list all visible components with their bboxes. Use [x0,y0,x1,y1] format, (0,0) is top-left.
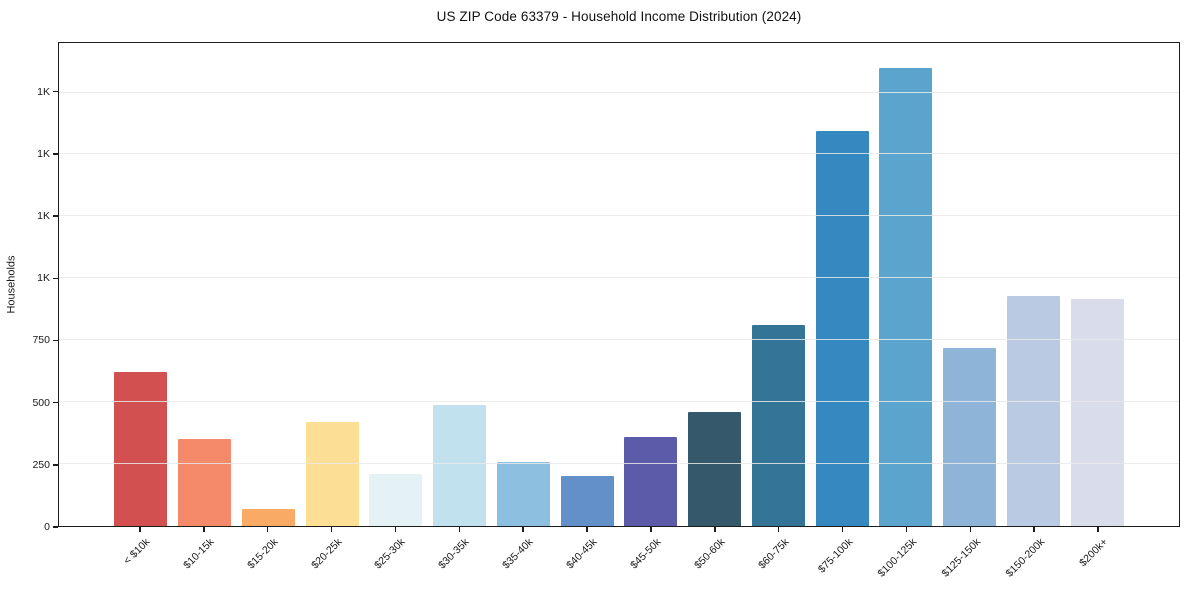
bar-slot [874,43,938,526]
bar-$60-75k [751,325,805,526]
y-tick-label: 750 [32,334,50,347]
y-tick-mark [53,153,58,155]
plot-area [58,42,1180,527]
x-tick-mark [841,527,844,532]
bars-container [59,43,1179,526]
x-tick-label: $10-15k [180,536,217,572]
x-tick-label: $35-40k [500,536,536,572]
bar-$125-150k [943,347,997,526]
bar-$35-40k [496,461,550,526]
y-tick-label: 1K [37,210,50,223]
x-tick-mark [139,527,141,532]
y-tick-label: 1K [37,272,50,285]
x-tick-mark [266,527,269,532]
x-tick-label: $60-75k [755,536,792,572]
y-tick-mark [53,215,58,217]
x-tick-label: $100-125k [875,536,919,580]
x-tick-mark [394,527,397,532]
bar-$50-60k [688,412,742,526]
x-tick-label: $40-45k [564,536,600,572]
bar-$10-15k [178,439,232,526]
y-tick-mark [53,464,58,466]
bar-$150-200k [1006,295,1060,526]
x-tick-label: $20-25k [308,536,345,572]
x-tick-mark [650,527,652,532]
y-tick-mark [53,90,58,93]
bar-slot [683,43,747,526]
bar-slot [1002,43,1066,526]
bar-$45-50k [624,436,678,526]
y-tick-mark [53,277,58,280]
y-tick-label: 1K [37,85,50,98]
bar-$15-20k [241,508,295,526]
x-tick-label: $45-50k [628,536,664,572]
x-tick-mark [905,527,908,532]
bar-slot [237,43,301,526]
bar-slot [555,43,619,526]
x-tick-label: $125-150k [939,536,983,580]
bar-slot [1065,43,1129,526]
chart-title: US ZIP Code 63379 - Household Income Dis… [436,9,802,24]
bar-slot [619,43,683,526]
bar-$30-35k [433,404,487,526]
bar-$20-25k [305,421,359,526]
x-tick-mark [1097,527,1099,532]
y-axis-label: Households [5,255,18,314]
bar-slot [428,43,492,526]
bar-slot [747,43,811,526]
bar-slot [109,43,173,526]
x-tick-mark [586,527,588,532]
x-tick-label: $30-35k [436,536,472,572]
bar-slot [173,43,237,526]
x-tick-mark [1033,527,1035,532]
y-tick-mark [53,526,58,528]
bar-$40-45k [560,476,614,526]
x-tick-mark [203,527,205,532]
x-tick-label: $150-200k [1003,536,1047,580]
x-tick-label: $25-30k [372,536,408,572]
bar-slot [364,43,428,526]
bar-slot [492,43,556,526]
y-tick-label: 1K [37,147,50,160]
bar-< $10k [114,372,168,526]
x-tick-mark [714,527,716,532]
y-tick-mark [53,401,58,404]
bar-$75-100k [815,130,869,526]
x-tick-label: $75-100k [815,536,856,576]
x-tick-mark [458,527,461,532]
x-tick-mark [969,527,972,532]
x-tick-label: $50-60k [691,536,728,572]
x-tick-label: $200k+ [1077,536,1111,570]
bar-slot [810,43,874,526]
bar-slot [938,43,1002,526]
y-tick-label: 250 [32,458,50,471]
bar-slot [300,43,364,526]
bar-$200k+ [1070,299,1124,526]
x-tick-label: < $10k [121,536,153,567]
bar-$25-30k [369,474,423,526]
y-tick-label: 500 [32,396,50,409]
x-tick-label: $15-20k [244,536,281,572]
y-tick-label: 0 [44,521,50,533]
x-tick-mark [522,527,524,532]
x-tick-mark [330,527,333,532]
bar-$100-125k [879,67,933,526]
y-tick-mark [53,339,58,342]
x-tick-mark [777,527,780,532]
